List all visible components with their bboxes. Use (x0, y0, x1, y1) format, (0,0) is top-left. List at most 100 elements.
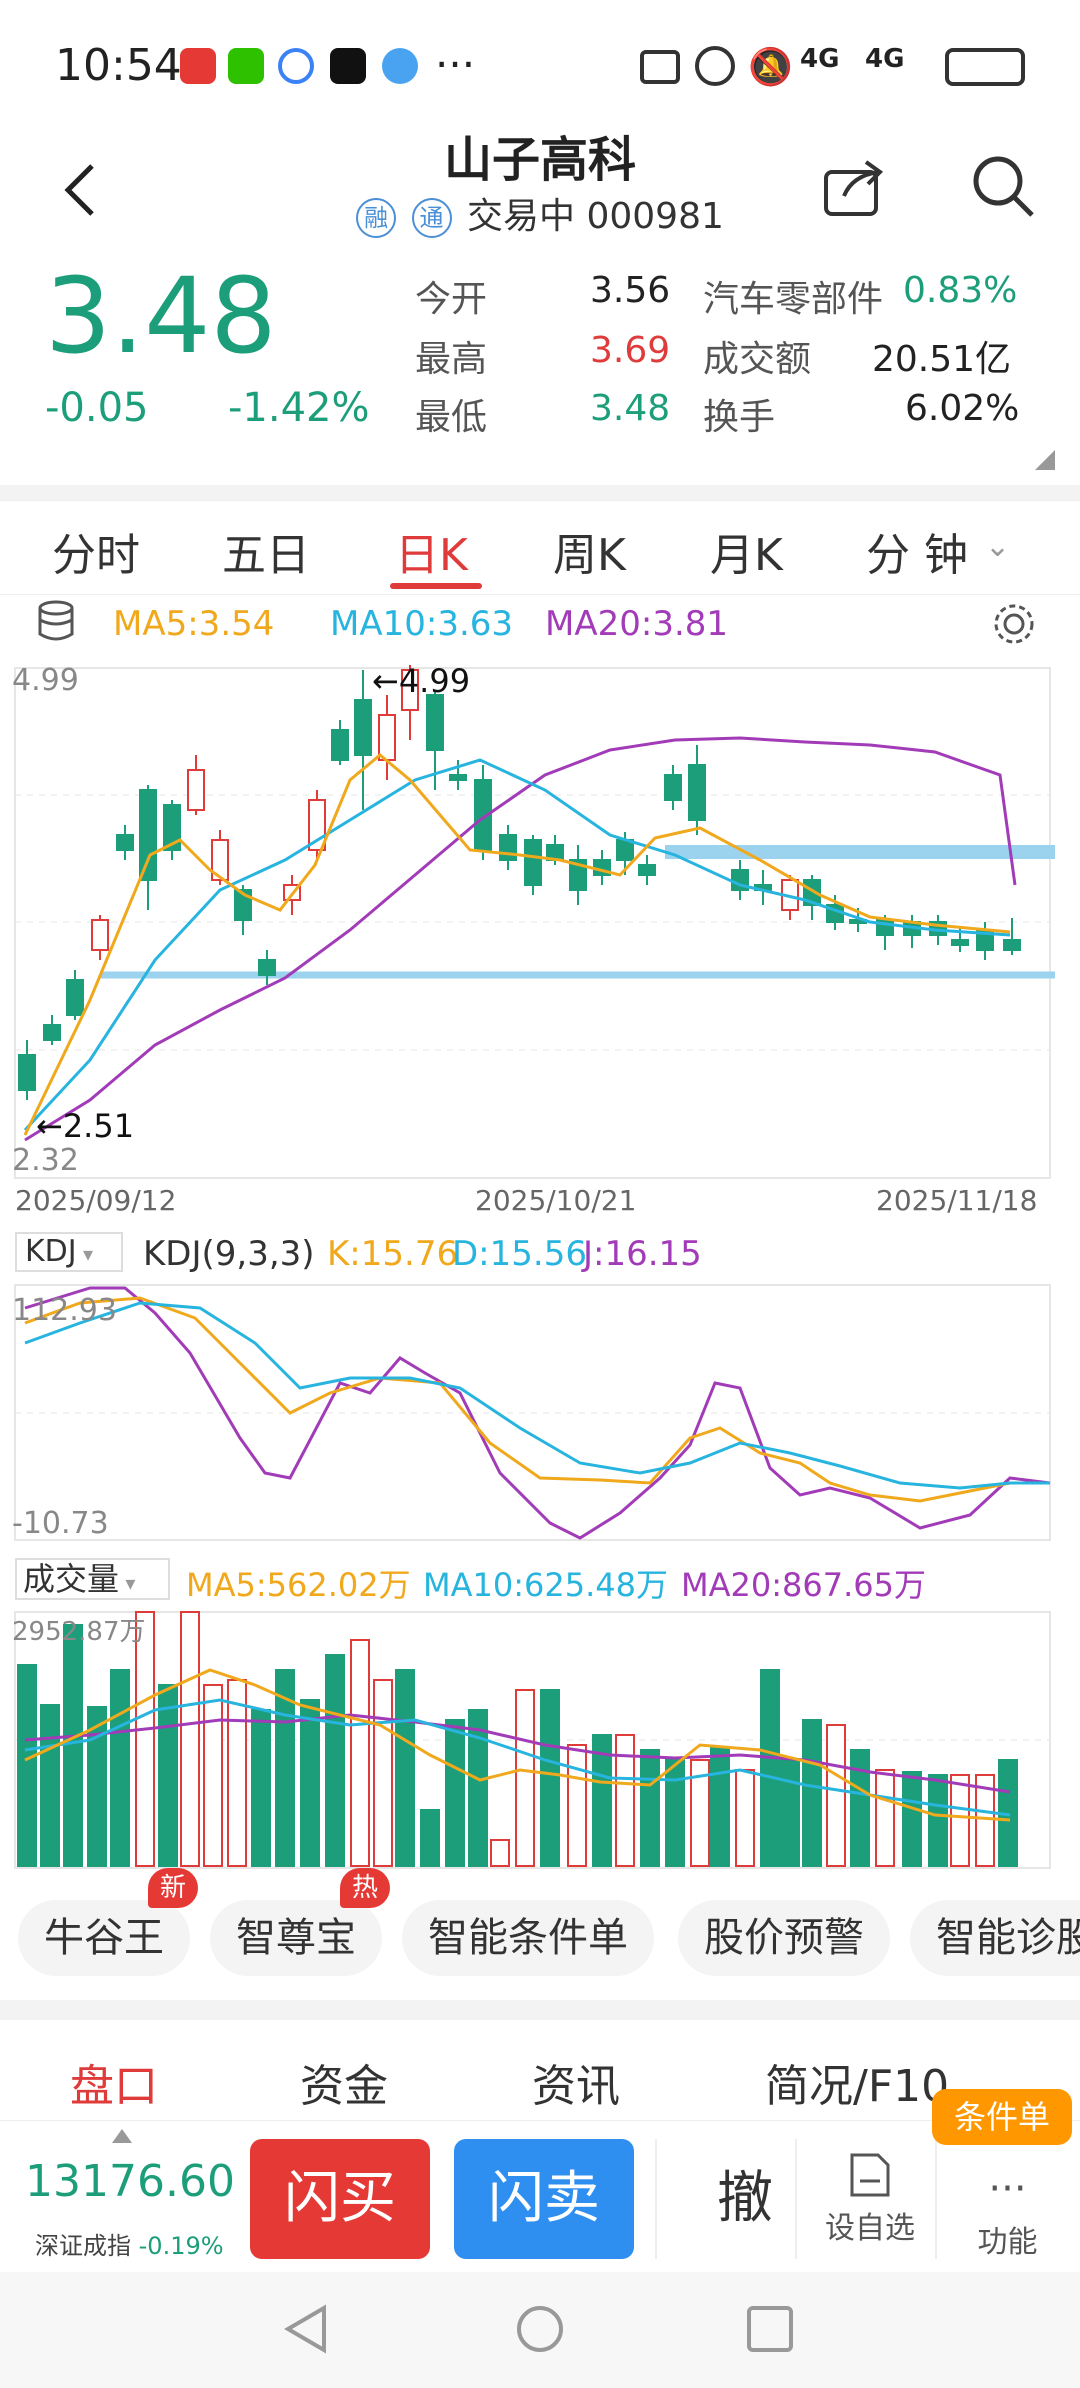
vol-ma5-line (24, 1668, 1011, 1822)
candlestick-chart[interactable]: 4.99 2.32 ←4.99 ←2.51 2025/09/12 2025/10… (0, 660, 1080, 1220)
volume-bar (802, 1719, 822, 1867)
tab-minute[interactable]: 分 钟 (866, 530, 968, 581)
open-value: 3.56 (590, 270, 671, 311)
tab-daily-k[interactable]: 日K (395, 530, 468, 581)
nav-recent-icon[interactable] (745, 2304, 795, 2354)
volume-bar (350, 1639, 370, 1867)
tab-monthly-k[interactable]: 月K (710, 530, 783, 581)
add-watchlist-button[interactable]: 设自选 (820, 2151, 920, 2247)
sector-name[interactable]: 汽车零部件 (703, 279, 884, 320)
chevron-down-icon[interactable]: ⌄ (985, 529, 1011, 564)
condition-order-badge[interactable]: 条件单 (932, 2089, 1072, 2145)
flash-buy-button[interactable]: 闪买 (250, 2139, 430, 2259)
search-icon[interactable] (972, 155, 1036, 223)
ma10-legend: MA10:3.63 (330, 604, 514, 644)
nav-back-icon[interactable] (282, 2304, 332, 2354)
volume-selector[interactable]: 成交量 ▾ (15, 1558, 170, 1600)
back-icon[interactable] (60, 160, 94, 220)
kdj-selector-label: KDJ (25, 1234, 77, 1269)
turnover-label: 换手 (703, 397, 776, 438)
high-label: 最高 (415, 339, 488, 380)
watchlist-label: 设自选 (825, 2211, 915, 2246)
volume-bar (300, 1699, 320, 1867)
volume-bar (445, 1719, 465, 1867)
candle-body (18, 1054, 36, 1091)
function-diagnosis[interactable]: 智能诊股 (910, 1900, 1080, 1976)
candle-body (378, 714, 396, 761)
volume-bar (950, 1774, 970, 1867)
nav-home-icon[interactable] (515, 2304, 565, 2354)
vol-ma5: MA5:562.02万 (186, 1566, 411, 1604)
tab-profile[interactable]: 简况/F10 (765, 2061, 950, 2112)
volume-bar (515, 1689, 535, 1867)
tab-capital[interactable]: 资金 (300, 2061, 388, 2112)
open-label: 今开 (415, 279, 488, 320)
cancel-order-button[interactable]: 撤 (717, 2166, 773, 2231)
candle-body (803, 879, 821, 906)
functions-label: 功能 (977, 2225, 1038, 2260)
kdj-d-line (24, 1301, 1050, 1490)
tab-weekly-k[interactable]: 周K (553, 530, 626, 581)
stock-name: 山子高科 (443, 132, 636, 188)
more-functions-button[interactable]: ··· 功能 (935, 2166, 1080, 2261)
kdj-k-value: K:15.76 (327, 1234, 459, 1274)
kdj-j-value: J:16.15 (583, 1234, 702, 1274)
browser-icon (382, 48, 418, 84)
briefcase-icon (640, 50, 680, 84)
separator (655, 2139, 657, 2259)
tab-orderbook[interactable]: 盘口 (70, 2061, 158, 2112)
expand-corner-icon[interactable] (1035, 450, 1055, 470)
more-dots-icon: ··· (988, 2166, 1027, 2212)
candle-body (569, 859, 587, 891)
quote-panel: 3.48 -0.05 -1.42% 今开 3.56 最高 3.69 最低 3.4… (0, 255, 1080, 485)
low-value: 3.48 (590, 388, 671, 429)
tab-news[interactable]: 资讯 (532, 2061, 620, 2112)
up-arrow-icon[interactable] (112, 2129, 132, 2143)
amount-value: 20.51亿 (872, 339, 1012, 380)
resistance-band (665, 845, 1055, 859)
volume-bar (850, 1749, 870, 1867)
candle-body (638, 864, 656, 876)
system-nav-bar (0, 2272, 1080, 2388)
price-y-min: 2.32 (12, 1143, 79, 1178)
kdj-selector[interactable]: KDJ ▾ (15, 1232, 123, 1272)
volume-bar (780, 1759, 800, 1867)
function-price-alert[interactable]: 股价预警 (678, 1900, 890, 1976)
search-app-icon (278, 48, 314, 84)
volume-bar (420, 1809, 440, 1867)
indicator-db-icon[interactable] (36, 600, 76, 648)
volume-bar (40, 1704, 60, 1867)
volume-chart[interactable]: 2952.87万 (0, 1610, 1080, 1870)
function-smart-order[interactable]: 智能条件单 (402, 1900, 654, 1976)
new-badge: 新 (147, 1868, 198, 1908)
tab-intraday[interactable]: 分时 (52, 530, 140, 581)
volume-bar (251, 1709, 271, 1867)
volume-bar (87, 1706, 107, 1867)
volume-bar (540, 1689, 560, 1867)
ma5-line (23, 753, 1011, 1136)
candle-body (688, 764, 706, 821)
volume-bar (63, 1624, 83, 1867)
volume-bar (227, 1679, 247, 1867)
stock-code: 000981 (586, 196, 724, 237)
amount-label: 成交额 (703, 339, 812, 380)
share-icon[interactable] (822, 158, 886, 222)
kdj-y-min: -10.73 (12, 1506, 109, 1541)
low-annotation: ←2.51 (36, 1107, 134, 1145)
trade-bar: 13176.60 深证成指 -0.19% 闪买 闪卖 撤 设自选 ··· 功能 … (0, 2089, 1080, 2270)
tab-five-day[interactable]: 五日 (222, 530, 310, 581)
period-tabs: 分时 五日 日K 周K 月K 分 钟 ⌄ (0, 500, 1080, 595)
price-change: -0.05 (45, 385, 149, 431)
settings-gear-icon[interactable] (990, 600, 1038, 652)
function-zhizunbao[interactable]: 智尊宝热 (210, 1868, 390, 1976)
flash-sell-button[interactable]: 闪卖 (454, 2139, 634, 2259)
ma20-line (24, 736, 1017, 1142)
divider-2 (0, 2000, 1080, 2020)
volume-bar (928, 1774, 948, 1867)
volume-bar (135, 1611, 155, 1867)
candle-body (91, 919, 109, 951)
high-value: 3.69 (590, 330, 671, 371)
kdj-chart[interactable]: 112.93 -10.73 (0, 1283, 1080, 1543)
function-niugu[interactable]: 牛谷王新 (18, 1868, 198, 1976)
index-value[interactable]: 13176.60 (25, 2156, 235, 2207)
